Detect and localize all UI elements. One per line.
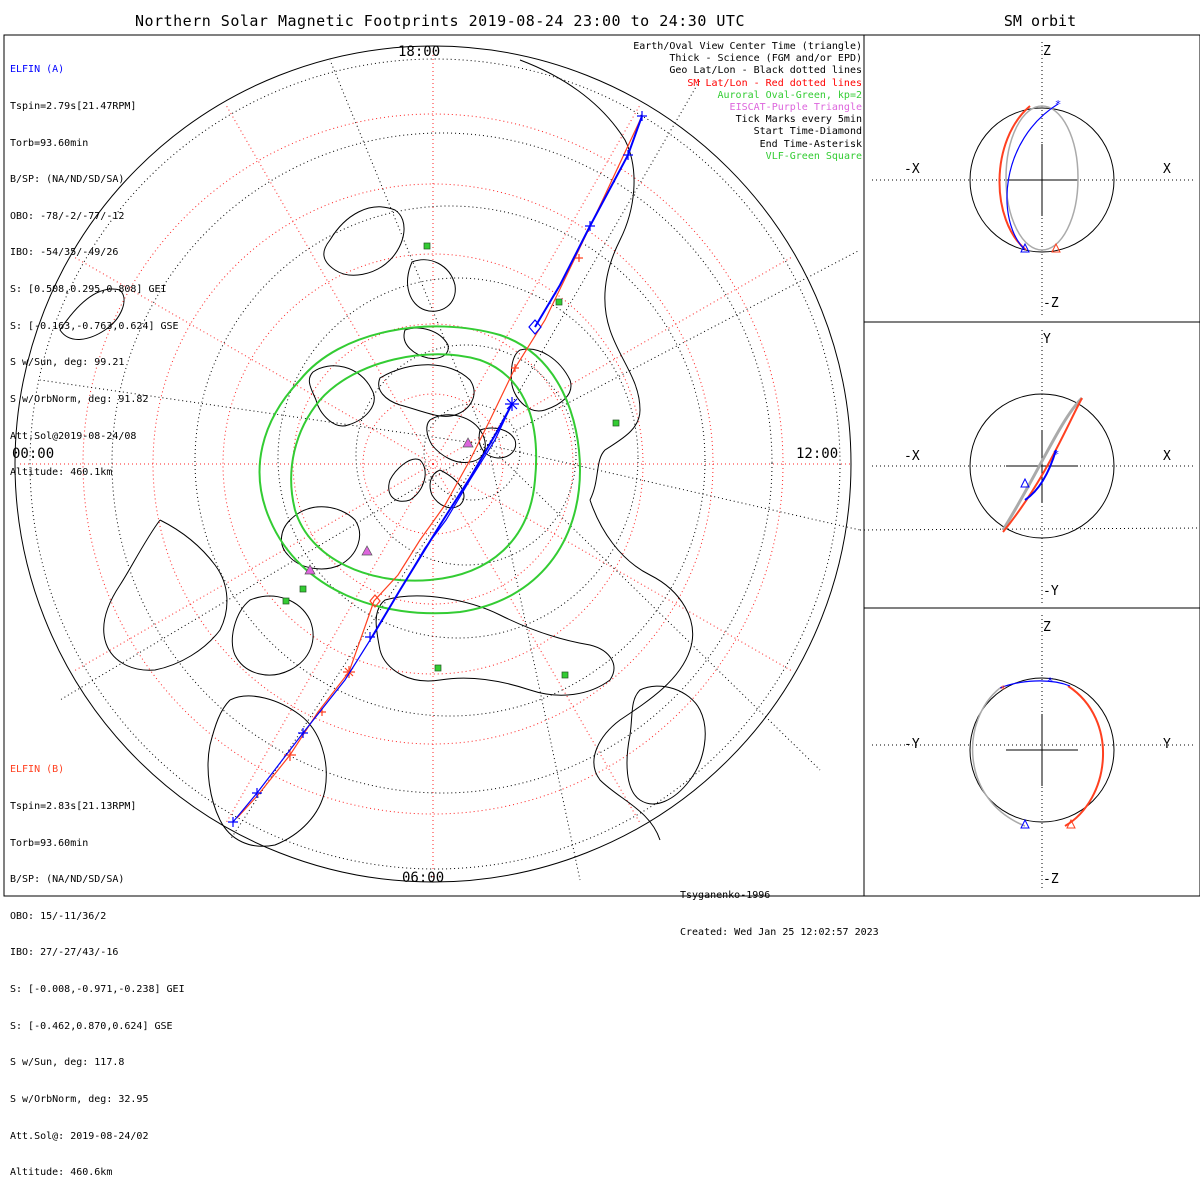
elfin-a-line: S w/Sun, deg: 99.21 (10, 357, 125, 369)
elfin-b-line: S w/OrbNorm, deg: 32.95 (10, 1093, 149, 1105)
elfin-b-line: S: [-0.462,0.870,0.624] GSE (10, 1020, 173, 1032)
orbit-frame (863, 34, 1200, 897)
map-boundary (14, 45, 852, 883)
elfin-b-name: ELFIN (B) (10, 764, 65, 776)
elfin-b-track (236, 115, 643, 819)
svg-text:*: * (1000, 683, 1007, 696)
elfin-a-info: ELFIN (A) Tspin=2.79s[21.47RPM] Torb=93.… (10, 40, 179, 492)
legend-item: EISCAT-Purple Triangle (729, 102, 862, 114)
elfin-a-line: Att.Sol@2019-08-24/08 (10, 430, 137, 442)
elfin-a-line: S w/OrbNorm, deg: 91.82 (10, 393, 149, 405)
model-credit: Tsyganenko-1996 (680, 890, 771, 902)
elfin-b-line: S w/Sun, deg: 117.8 (10, 1057, 125, 1069)
polar-map: * * * * (3, 34, 1200, 897)
clock-label-top: 18:00 (398, 44, 441, 60)
elfin-a-line: IBO: -54/35/-49/26 (10, 247, 119, 259)
orbit-2-bottom-label: -Y (1043, 584, 1059, 599)
elfin-b-line: OBO: 15/-11/36/2 (10, 910, 107, 922)
orbit-1-top-label: Z (1043, 44, 1051, 59)
svg-text:*: * (1047, 675, 1054, 688)
elfin-a-line: B/SP: (NA/ND/SD/SA) (10, 174, 125, 186)
orbit-2-top-label: Y (1043, 332, 1051, 347)
page-title: Northern Solar Magnetic Footprints 2019-… (135, 12, 745, 30)
auroral-oval (258, 325, 582, 615)
orbit-2-left-label: -X (904, 449, 920, 464)
vlf-sites (282, 242, 620, 679)
orbit-1-right-label: X (1163, 162, 1171, 177)
legend-item: Thick - Science (FGM and/or EPD) (669, 53, 862, 65)
geo-grid (29, 58, 1200, 881)
svg-text:*: * (1055, 98, 1062, 111)
orbit-panel-3: * * (872, 615, 1196, 890)
elfin-b-line: IBO: 27/-27/43/-16 (10, 947, 119, 959)
eiscat-sites (304, 437, 474, 575)
footer: Tsyganenko-1996 Created: Wed Jan 25 12:0… (680, 866, 879, 951)
elfin-a-line: Tspin=2.79s[21.47RPM] (10, 101, 137, 113)
elfin-a-line: Altitude: 460.1km (10, 467, 113, 479)
legend: Earth/Oval View Center Time (triangle) T… (633, 41, 862, 163)
legend-item: Start Time-Diamond (753, 126, 862, 138)
orbit-3-left-label: -Y (904, 737, 920, 752)
elfin-b-line: Torb=93.60min (10, 837, 89, 849)
elfin-b-line: Tspin=2.83s[21.13RPM] (10, 801, 137, 813)
elfin-b-line: S: [-0.008,-0.971,-0.238] GEI (10, 984, 185, 996)
elfin-b-info: ELFIN (B) Tspin=2.83s[21.13RPM] Torb=93.… (10, 740, 185, 1192)
legend-item: VLF-Green Square (765, 150, 862, 162)
orbit-3-right-label: Y (1163, 737, 1171, 752)
elfin-b-line: B/SP: (NA/ND/SD/SA) (10, 874, 125, 886)
legend-item: End Time-Asterisk (759, 138, 862, 150)
coastlines (59, 59, 706, 847)
legend-item: Geo Lat/Lon - Black dotted lines (669, 65, 862, 77)
elfin-b-line: Att.Sol@: 2019-08-24/02 (10, 1130, 149, 1142)
elfin-a-line: OBO: -78/-2/-77/-12 (10, 210, 125, 222)
legend-item: SM Lat/Lon - Red dotted lines (687, 77, 862, 89)
orbit-panel-2: * (872, 330, 1196, 604)
clock-label-bottom: 06:00 (402, 870, 445, 886)
orbit-2-right-label: X (1163, 449, 1171, 464)
sm-lon-grid (20, 50, 850, 880)
orbit-3-bottom-label: -Z (1043, 872, 1059, 887)
orbit-panel-1: * (872, 42, 1196, 318)
elfin-a-name: ELFIN (A) (10, 64, 65, 76)
elfin-a-track (228, 111, 647, 827)
created-timestamp: Created: Wed Jan 25 12:02:57 2023 (680, 927, 879, 939)
sm-orbit-title: SM orbit (1003, 12, 1077, 30)
legend-item: Auroral Oval-Green, kp=2 (717, 89, 863, 101)
orbit-3-top-label: Z (1043, 620, 1051, 635)
legend-item: Tick Marks every 5min (735, 114, 862, 126)
orbit-1-left-label: -X (904, 162, 920, 177)
elfin-a-line: Torb=93.60min (10, 137, 89, 149)
elfin-a-line: S: [0.508,0.295,0.808] GEI (10, 284, 167, 296)
clock-label-left: 00:00 (12, 446, 55, 462)
elfin-a-line: S: [-0.163,-0.763,0.624] GSE (10, 320, 179, 332)
clock-label-right: 12:00 (796, 446, 839, 462)
elfin-b-line: Altitude: 460.6km (10, 1167, 113, 1179)
orbit-1-bottom-label: -Z (1043, 296, 1059, 311)
svg-text:*: * (1053, 448, 1060, 461)
legend-item: Earth/Oval View Center Time (triangle) (633, 41, 862, 52)
